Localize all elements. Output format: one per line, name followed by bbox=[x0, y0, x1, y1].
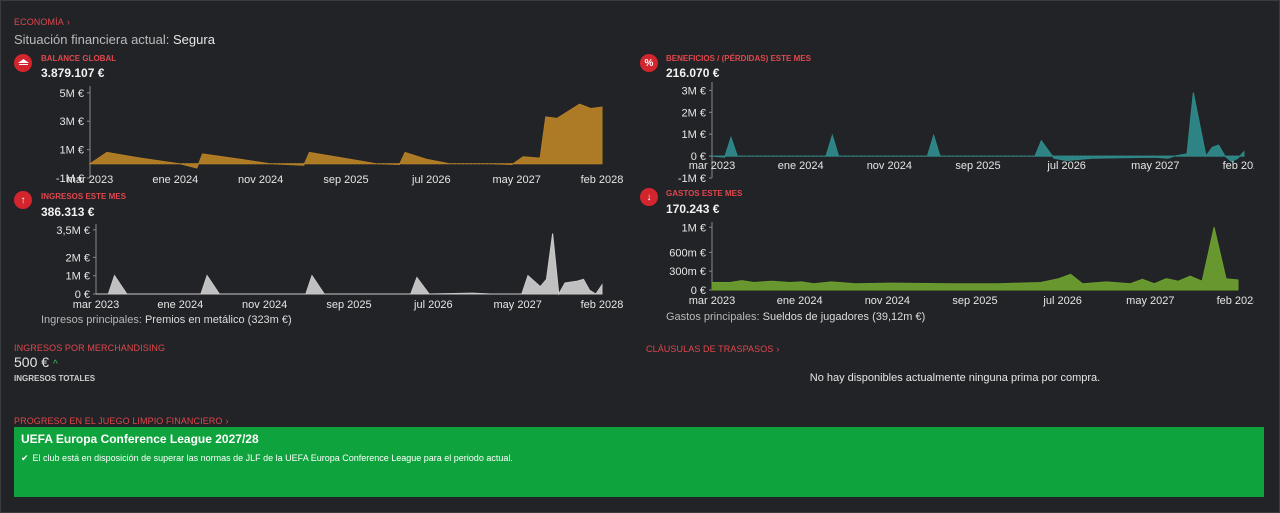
economy-link[interactable]: ECONOMÍA › bbox=[14, 17, 70, 27]
x-tick-label: jul 2026 bbox=[413, 299, 453, 311]
y-tick-label: 3M € bbox=[60, 116, 84, 128]
y-tick-label: 1M € bbox=[682, 129, 706, 141]
profit-label: BENEFICIOS / (PÉRDIDAS) ESTE MES bbox=[666, 54, 811, 63]
x-tick-label: may 2027 bbox=[493, 174, 541, 186]
y-tick-label: -1M € bbox=[56, 173, 84, 185]
x-tick-label: feb 2028 bbox=[1223, 160, 1254, 172]
ffp-status-message: ✔ El club está en disposición de superar … bbox=[21, 453, 513, 463]
bank-icon bbox=[14, 54, 32, 72]
merchandising-value: 500 € ^ bbox=[14, 354, 58, 370]
profit-series-area bbox=[711, 92, 1245, 163]
trend-up-icon: ^ bbox=[53, 359, 58, 370]
income-label: INGRESOS ESTE MES bbox=[41, 192, 126, 201]
y-tick-label: -1M € bbox=[678, 173, 706, 185]
merchandising-sublabel: INGRESOS TOTALES bbox=[14, 374, 96, 383]
chevron-right-icon: › bbox=[225, 416, 229, 426]
x-tick-label: jul 2026 bbox=[1046, 160, 1086, 172]
income-summary: Ingresos principales: Premios en metálic… bbox=[41, 314, 292, 326]
expenses-chart: 1M € 600m € 300m € 0 €mar 2023 ene 2024 nov 2… bbox=[669, 222, 1254, 307]
expenses-value: 170.243 € bbox=[666, 202, 720, 216]
x-tick-label: ene 2024 bbox=[157, 299, 203, 311]
percent-icon: % bbox=[640, 54, 658, 72]
y-tick-label: 600m € bbox=[669, 247, 706, 259]
y-tick-label: 2M € bbox=[682, 107, 706, 119]
income-series-area bbox=[96, 233, 603, 296]
y-tick-label: 300m € bbox=[669, 266, 706, 278]
transfer-clauses-link[interactable]: CLÁUSULAS DE TRASPASOS › bbox=[646, 344, 780, 354]
x-tick-label: feb 2028 bbox=[1217, 295, 1254, 307]
x-tick-label: nov 2024 bbox=[242, 299, 287, 311]
x-tick-label: may 2027 bbox=[1131, 160, 1179, 172]
arrow-up-icon: ↑ bbox=[14, 191, 32, 209]
y-tick-label: 1M € bbox=[60, 145, 84, 157]
x-tick-label: nov 2024 bbox=[867, 160, 912, 172]
x-tick-label: sep 2025 bbox=[323, 174, 368, 186]
balance-value: 3.879.107 € bbox=[41, 66, 105, 80]
x-tick-label: ene 2024 bbox=[152, 174, 198, 186]
check-icon: ✔ bbox=[21, 453, 29, 463]
balance-chart: 5M € 3M € 1M € -1M €mar 2023 ene 2024 nov 202… bbox=[56, 86, 624, 186]
balance-label: BALANCE GLOBAL bbox=[41, 54, 117, 63]
x-tick-label: mar 2023 bbox=[73, 299, 119, 311]
x-tick-label: jul 2026 bbox=[1042, 295, 1082, 307]
x-tick-label: may 2027 bbox=[494, 299, 542, 311]
x-tick-label: may 2027 bbox=[1126, 295, 1174, 307]
x-tick-label: sep 2025 bbox=[955, 160, 1000, 172]
financial-status: Situación financiera actual: Segura bbox=[14, 32, 215, 47]
x-tick-label: feb 2028 bbox=[581, 174, 624, 186]
chevron-right-icon: › bbox=[66, 17, 70, 27]
y-tick-label: 0 € bbox=[691, 285, 706, 297]
expenses-label: GASTOS ESTE MES bbox=[666, 189, 743, 198]
income-chart: 3,5M € 2M € 1M € 0 €mar 2023 ene 2024 nov 202… bbox=[56, 224, 624, 311]
profit-chart: 3M € 2M € 1M € 0 € -1M €mar 2023 ene 2024 nov … bbox=[678, 82, 1254, 185]
y-tick-label: 0 € bbox=[75, 289, 90, 301]
x-tick-label: feb 2028 bbox=[581, 299, 624, 311]
y-tick-label: 5M € bbox=[60, 88, 84, 100]
x-tick-label: mar 2023 bbox=[689, 295, 735, 307]
y-tick-label: 3,5M € bbox=[56, 225, 90, 237]
profit-value: 216.070 € bbox=[666, 66, 720, 80]
x-tick-label: jul 2026 bbox=[411, 174, 451, 186]
arrow-down-icon: ↓ bbox=[640, 188, 658, 206]
ffp-status-box: UEFA Europa Conference League 2027/28 ✔ E… bbox=[14, 427, 1264, 497]
ffp-competition-title: UEFA Europa Conference League 2027/28 bbox=[21, 432, 259, 446]
chevron-right-icon: › bbox=[776, 344, 780, 354]
x-tick-label: mar 2023 bbox=[67, 174, 113, 186]
x-tick-label: nov 2024 bbox=[865, 295, 910, 307]
y-tick-label: 0 € bbox=[691, 151, 706, 163]
ffp-progress-link[interactable]: PROGRESO EN EL JUEGO LIMPIO FINANCIERO › bbox=[14, 416, 229, 426]
transfer-clauses-message: No hay disponibles actualmente ninguna p… bbox=[809, 372, 1101, 384]
income-value: 386.313 € bbox=[41, 205, 95, 219]
expenses-summary: Gastos principales: Sueldos de jugadores… bbox=[666, 311, 926, 323]
x-tick-label: sep 2025 bbox=[952, 295, 997, 307]
x-tick-label: sep 2025 bbox=[326, 299, 371, 311]
x-tick-label: ene 2024 bbox=[778, 160, 824, 172]
y-tick-label: 3M € bbox=[682, 85, 706, 97]
y-tick-label: 1M € bbox=[682, 222, 706, 234]
x-tick-label: ene 2024 bbox=[777, 295, 823, 307]
y-tick-label: 1M € bbox=[66, 271, 90, 283]
balance-series-area bbox=[88, 103, 603, 169]
merchandising-link[interactable]: INGRESOS POR MERCHANDISING bbox=[14, 343, 166, 353]
y-tick-label: 2M € bbox=[66, 252, 90, 264]
x-tick-label: mar 2023 bbox=[689, 160, 735, 172]
x-tick-label: nov 2024 bbox=[238, 174, 283, 186]
expenses-series-area bbox=[711, 227, 1239, 291]
